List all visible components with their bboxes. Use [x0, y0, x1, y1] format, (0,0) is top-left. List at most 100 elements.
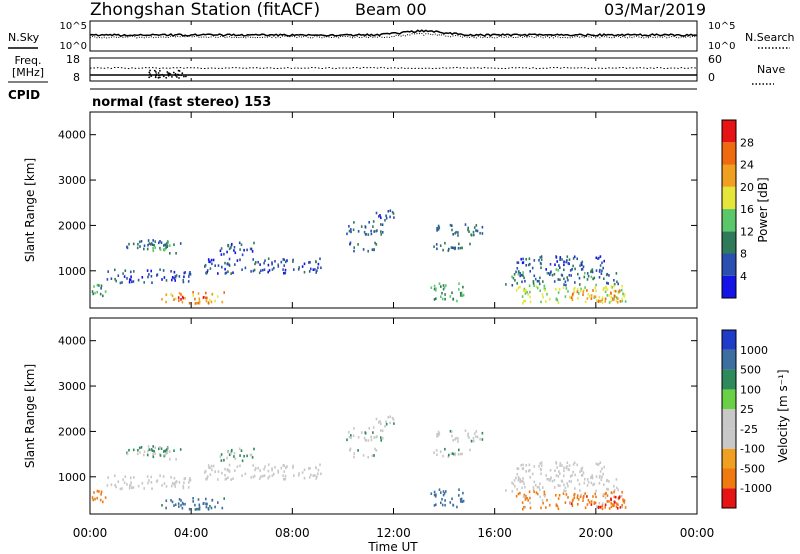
nave-point — [162, 75, 165, 78]
power-cell — [100, 284, 103, 288]
velocity-cell — [136, 452, 139, 456]
velocity-cell — [448, 453, 450, 457]
velocity-cell — [527, 469, 530, 473]
y-tick-label: 3000 — [58, 174, 86, 187]
velocity-cell — [545, 506, 547, 509]
velocity-cell — [436, 435, 438, 438]
power-cell — [600, 272, 603, 275]
power-cell — [107, 270, 109, 273]
velocity-cell — [271, 467, 273, 470]
power-cell — [570, 274, 572, 277]
power-cell — [621, 299, 624, 303]
power-panel: 1000 2000 3000 4000 Slant Range [km] — [23, 111, 698, 309]
velocity-cell — [562, 492, 565, 495]
colorbar-segment — [722, 275, 736, 299]
velocity-cell — [151, 487, 153, 490]
velocity-cell — [317, 468, 320, 472]
power-cell — [128, 242, 130, 246]
date-label: 03/Mar/2019 — [604, 0, 706, 19]
velocity-cell — [459, 498, 462, 501]
power-cell — [592, 289, 594, 292]
nave-point — [174, 74, 177, 77]
power-cell — [544, 288, 546, 292]
velocity-cell — [114, 474, 116, 478]
nave-point — [178, 77, 180, 79]
power-cell — [246, 248, 248, 252]
power-cell — [558, 264, 560, 267]
velocity-cell — [96, 489, 99, 493]
velocity-cell — [598, 476, 601, 479]
velocity-cell — [159, 474, 161, 477]
power-cell — [267, 257, 270, 260]
power-cell — [292, 260, 294, 263]
power-cell — [581, 263, 583, 267]
power-cell — [164, 247, 166, 251]
nave-point — [154, 74, 157, 77]
power-cell — [540, 258, 543, 261]
power-cell — [557, 291, 560, 294]
velocity-cell — [559, 472, 561, 475]
power-cell — [261, 268, 264, 272]
velocity-cell — [461, 452, 463, 456]
power-cell — [221, 300, 224, 304]
velocity-cell — [594, 492, 596, 496]
velocity-cell — [171, 482, 174, 485]
power-cell — [452, 298, 455, 301]
velocity-cell — [579, 495, 582, 499]
velocity-cell — [198, 503, 201, 507]
velocity-cell — [586, 478, 589, 481]
colorbar-tick-label: 16 — [740, 203, 754, 216]
velocity-cell — [582, 499, 584, 502]
power-cell — [517, 286, 520, 290]
velocity-cell — [449, 501, 452, 504]
velocity-cell — [107, 476, 109, 479]
velocity-cell — [363, 436, 366, 440]
power-cell — [226, 262, 229, 266]
power-cell — [523, 289, 526, 293]
power-cell — [473, 226, 476, 229]
velocity-cell — [454, 438, 456, 441]
velocity-cell — [223, 497, 225, 500]
power-cell — [115, 279, 117, 283]
x-tick-label: 00:00 — [680, 526, 715, 540]
power-cell — [571, 268, 573, 271]
power-cell — [462, 293, 465, 297]
velocity-cell — [473, 439, 475, 443]
velocity-cell — [464, 429, 467, 432]
velocity-cell — [544, 494, 546, 498]
power-cell — [546, 292, 548, 296]
velocity-cell — [556, 504, 559, 508]
velocity-cell — [192, 500, 194, 503]
velocity-cell — [460, 500, 462, 503]
noise-tick-left-bottom: 10^0 — [60, 41, 87, 52]
power-cell — [586, 289, 588, 292]
velocity-cell — [476, 435, 479, 439]
power-cell — [469, 242, 471, 246]
velocity-cell — [587, 498, 590, 502]
power-cell — [563, 263, 565, 267]
velocity-cell — [380, 436, 382, 439]
power-cell — [370, 229, 372, 233]
power-cell — [207, 302, 210, 305]
velocity-cell — [178, 481, 181, 484]
power-cell — [519, 272, 521, 275]
power-cell — [449, 295, 452, 298]
power-cell — [437, 224, 440, 228]
power-cell — [159, 240, 161, 243]
power-cell — [378, 215, 380, 218]
power-cell — [542, 295, 544, 299]
power-cell — [529, 300, 532, 304]
velocity-cell — [182, 486, 185, 490]
power-cell — [442, 287, 445, 291]
power-cell — [617, 282, 619, 286]
power-cell — [433, 287, 436, 291]
velocity-cell — [455, 436, 457, 440]
velocity-cell — [538, 488, 541, 492]
power-cell — [198, 297, 201, 301]
power-cell — [616, 301, 619, 304]
velocity-cell — [197, 498, 200, 501]
power-cell — [206, 269, 209, 272]
colorbar-segment — [722, 448, 736, 469]
power-cell — [524, 292, 527, 295]
power-cell — [380, 230, 382, 233]
